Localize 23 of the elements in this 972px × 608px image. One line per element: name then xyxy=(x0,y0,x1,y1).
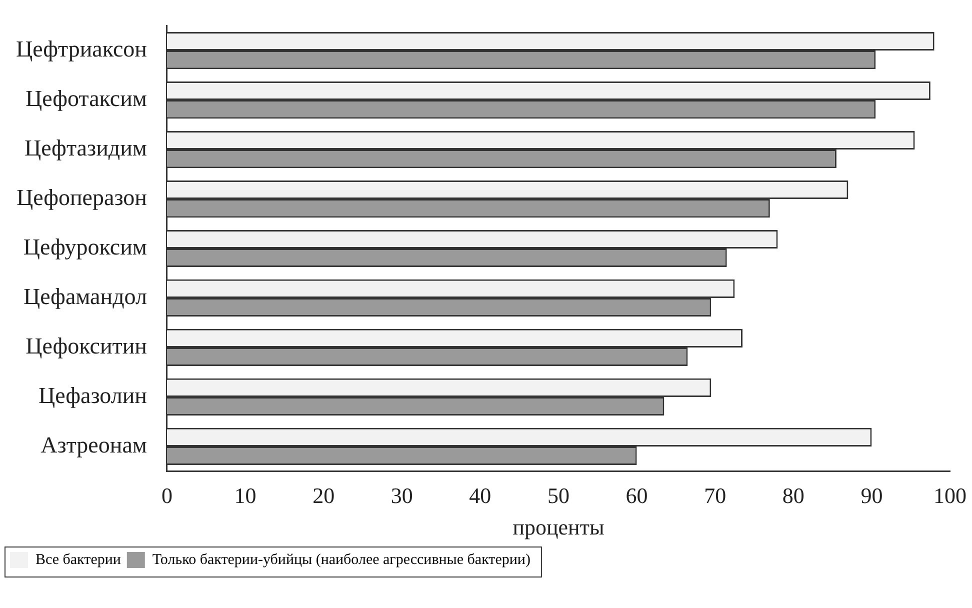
legend-label: Только бактерии-убийцы (наиболее агрессивные бактерии) xyxy=(152,552,530,568)
x-tick-label: 20 xyxy=(312,483,335,508)
x-tick-label: 80 xyxy=(782,483,804,508)
y-tick-label: Цефтриаксон xyxy=(16,36,147,62)
y-tick-label: Цефтазидим xyxy=(24,136,148,161)
y-tick-label: Цефотаксим xyxy=(26,86,148,112)
x-tick-label: 70 xyxy=(704,483,726,508)
x-tick-label: 90 xyxy=(860,483,883,508)
x-tick-label: 50 xyxy=(547,483,570,508)
x-tick-label: 40 xyxy=(469,483,492,508)
x-tick-label: 0 xyxy=(161,483,172,508)
y-tick-label: Азтреонам xyxy=(40,432,148,458)
y-tick-label: Цефазолин xyxy=(38,383,147,408)
y-tick-label: Цефокситин xyxy=(26,334,147,359)
x-tick-label: 10 xyxy=(234,483,256,508)
y-tick-label: Цефуроксим xyxy=(23,234,148,260)
x-axis-title: проценты xyxy=(512,514,604,540)
y-tick-label: Цефоперазон xyxy=(16,185,147,210)
legend-label: Все бактерии xyxy=(36,552,121,568)
x-tick-label: 60 xyxy=(626,483,648,508)
y-tick-label: Цефамандол xyxy=(23,284,147,310)
x-tick-label: 100 xyxy=(934,483,966,508)
x-tick-label: 30 xyxy=(390,483,413,508)
